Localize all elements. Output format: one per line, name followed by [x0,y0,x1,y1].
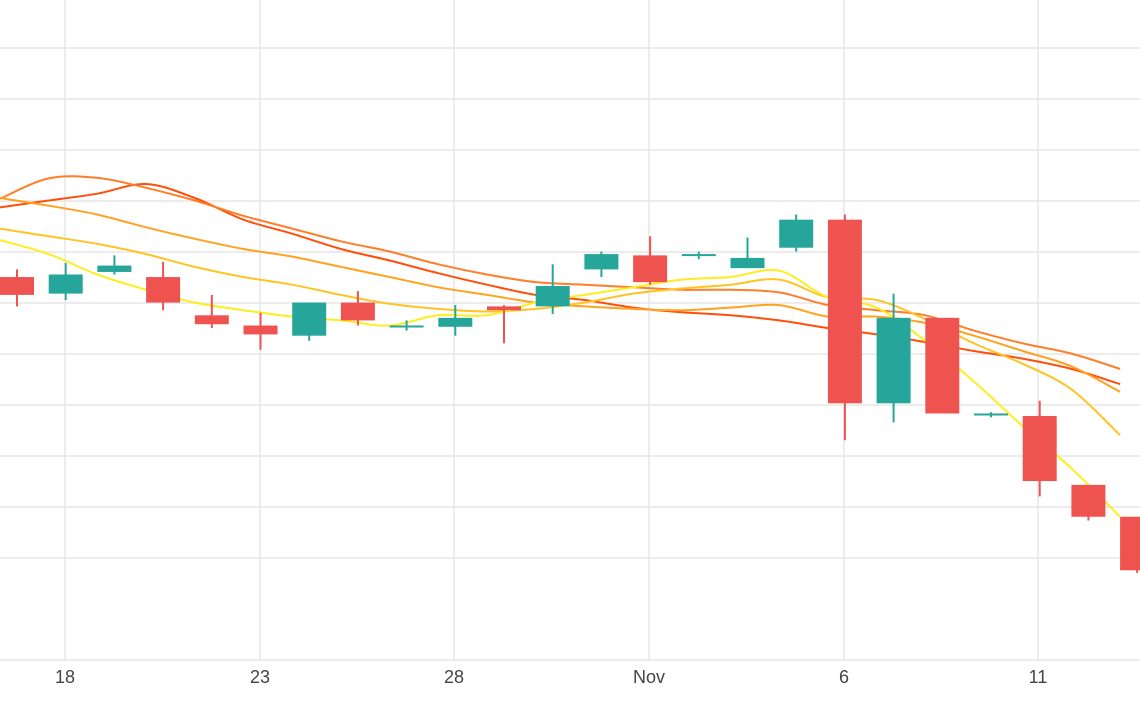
candle-body-up [584,254,619,270]
candle-body-down [827,219,862,404]
candle-body-down [1120,516,1140,571]
candle-body-up [292,302,327,336]
candle [1071,484,1106,521]
candle [974,412,1008,418]
x-tick-label: 23 [250,667,270,687]
candle [1120,516,1140,573]
candle-body-up [876,317,911,404]
candle [1022,400,1057,497]
candle-body-up [779,219,814,248]
candle-body-down [633,255,668,283]
candle [633,236,668,285]
candle-body-down [0,277,34,295]
candle [340,291,375,326]
candle-body-up [681,254,716,257]
candle-body-down [925,317,960,414]
candle-body-up [974,413,1008,416]
candle-body-down [1022,416,1057,482]
candle [48,263,83,300]
candle [146,261,181,311]
candle-body-down [146,277,181,303]
candle [681,251,716,260]
candle-body-up [535,285,570,307]
candles [0,214,1140,573]
x-axis: 18 23 28 Nov 6 11 [55,667,1047,687]
x-tick-label: 11 [1029,667,1048,687]
candle-body-down [1071,484,1106,517]
candle [876,293,911,423]
candle [487,305,521,344]
x-tick-label: 6 [839,667,849,687]
candle [438,305,473,336]
candle [730,237,765,269]
candle [194,294,229,329]
candle-body-down [243,325,278,335]
x-tick-label: 18 [55,667,75,687]
x-tick-label: Nov [633,667,665,687]
moving-average-line [0,175,1121,370]
candle [779,214,814,252]
candle-body-up [48,274,83,294]
candle [97,255,132,275]
candle-body-up [97,265,132,272]
candle [827,214,862,441]
candle [389,320,424,331]
candle-body-up [730,257,765,269]
candle [584,251,619,278]
candle [925,317,960,414]
candle [292,302,327,341]
candle-body-up [389,325,424,328]
candle [535,264,570,315]
x-tick-label: 28 [444,667,464,687]
candle [243,312,278,350]
candle-body-down [487,306,521,311]
candle-body-up [438,317,473,327]
candle-body-down [194,315,229,325]
candle [0,269,34,307]
candle-body-down [340,302,375,321]
